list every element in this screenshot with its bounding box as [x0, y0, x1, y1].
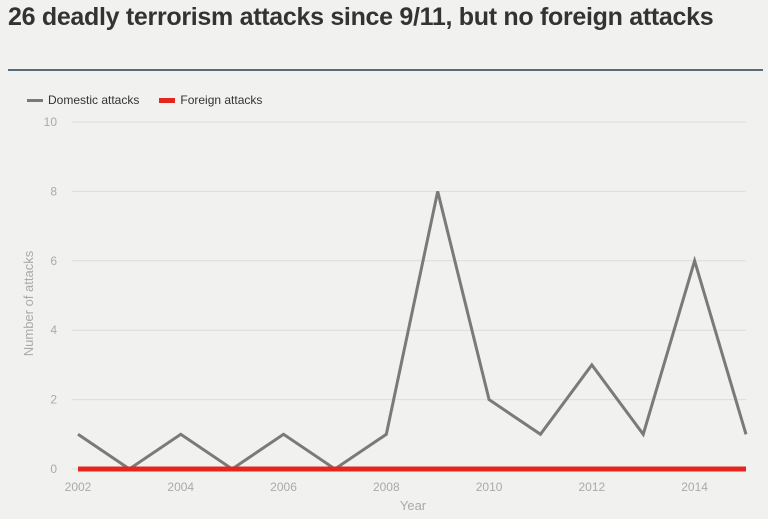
title-divider — [8, 69, 763, 71]
legend-label-domestic: Domestic attacks — [48, 93, 140, 107]
y-tick-label-2: 2 — [50, 393, 57, 407]
series-line-domestic — [77, 191, 748, 471]
legend-label-foreign: Foreign attacks — [180, 93, 263, 107]
chart-title: 26 deadly terrorism attacks since 9/11, … — [8, 3, 714, 31]
x-tick-label-2014: 2014 — [681, 480, 708, 494]
y-axis-title: Number of attacks — [21, 250, 36, 356]
y-tick-label-4: 4 — [50, 323, 57, 337]
legend-item-foreign: Foreign attacks — [159, 93, 262, 107]
y-axis-ticks: 0 2 4 6 8 10 — [44, 115, 58, 476]
legend-swatch-domestic — [27, 98, 43, 102]
legend-item-domestic: Domestic attacks — [27, 93, 139, 107]
data-series — [77, 191, 748, 472]
y-tick-label-8: 8 — [50, 184, 57, 198]
x-tick-label-2002: 2002 — [65, 480, 92, 494]
x-axis-title: Year — [400, 498, 427, 513]
chart-legend: Domestic attacks Foreign attacks — [27, 92, 282, 108]
x-tick-label-2008: 2008 — [373, 480, 400, 494]
y-tick-label-0: 0 — [50, 462, 57, 476]
x-tick-label-2012: 2012 — [578, 480, 605, 494]
x-tick-label-2004: 2004 — [167, 480, 194, 494]
x-tick-label-2010: 2010 — [476, 480, 503, 494]
y-tick-label-6: 6 — [50, 254, 57, 268]
grid-lines — [72, 121, 746, 470]
x-tick-label-2006: 2006 — [270, 480, 297, 494]
x-axis-ticks: 2002 2004 2006 2008 2010 2012 2014 — [65, 480, 709, 494]
legend-swatch-foreign — [159, 97, 176, 103]
y-tick-label-10: 10 — [44, 115, 58, 129]
